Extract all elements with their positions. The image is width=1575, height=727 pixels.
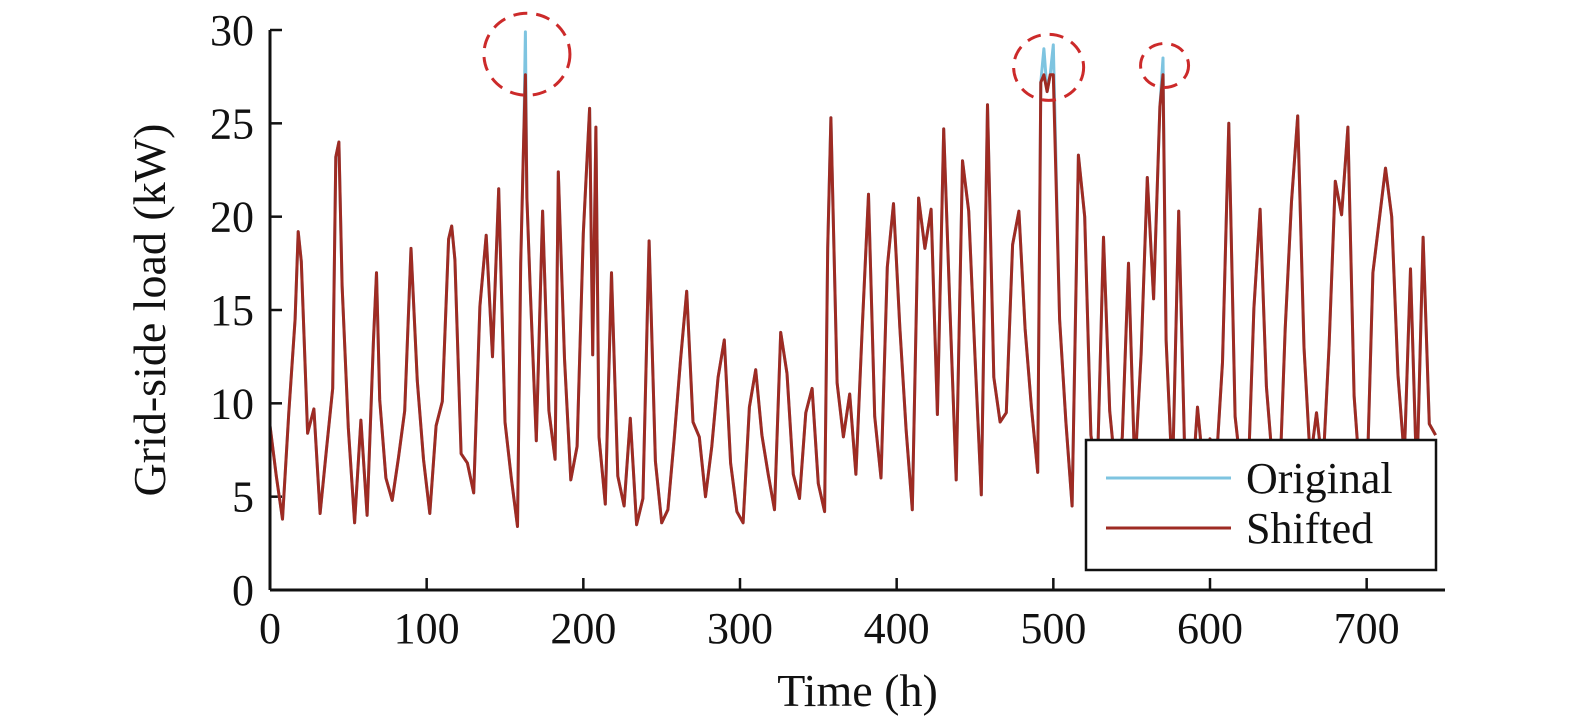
legend-box — [1084, 438, 1438, 572]
x-tick-label: 100 — [394, 604, 460, 653]
peak-highlight-circle — [1012, 32, 1086, 102]
y-tick-label: 0 — [232, 566, 254, 615]
y-tick-label: 25 — [210, 99, 254, 148]
x-tick-label: 200 — [550, 604, 616, 653]
y-tick-label: 5 — [232, 473, 254, 522]
y-tick-label: 15 — [210, 286, 254, 335]
annotation-layer — [482, 11, 1191, 102]
series-line-shifted — [268, 73, 1437, 528]
y-tick-label: 30 — [210, 6, 254, 55]
legend-label-shifted: Shifted — [1246, 504, 1373, 553]
x-tick-label: 700 — [1334, 604, 1400, 653]
y-tick-label: 20 — [210, 193, 254, 242]
x-axis-ticks: 0 100 200 300 400 500 600 700 — [259, 578, 1400, 653]
x-tick-label: 300 — [707, 604, 773, 653]
x-tick-label: 400 — [864, 604, 930, 653]
peak-highlight-circle — [482, 11, 572, 97]
x-tick-label: 500 — [1020, 604, 1086, 653]
legend: Original Shifted — [1084, 438, 1438, 572]
x-tick-label: 0 — [259, 604, 281, 653]
y-tick-label: 10 — [210, 379, 254, 428]
series-layer — [268, 30, 1437, 528]
x-axis-title: Time (h) — [777, 665, 938, 716]
peak-highlight-circle — [1139, 41, 1191, 89]
y-axis-ticks: 0 5 10 15 20 25 30 — [210, 6, 282, 615]
x-tick-label: 600 — [1177, 604, 1243, 653]
y-axis-title: Grid-side load (kW) — [124, 124, 175, 497]
legend-label-original: Original — [1246, 454, 1393, 503]
